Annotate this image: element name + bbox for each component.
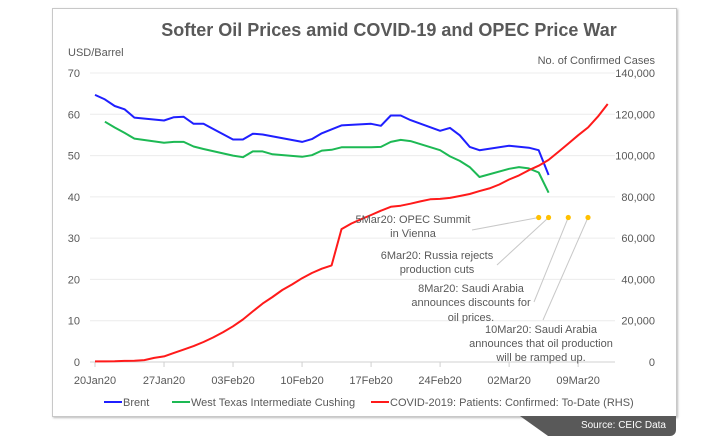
y-tick-label: 50 bbox=[68, 151, 80, 163]
y2-tick-label: 20,000 bbox=[621, 316, 655, 328]
legend-label: West Texas Intermediate Cushing bbox=[191, 397, 355, 409]
x-tick-label: 27Jan20 bbox=[143, 375, 185, 387]
x-tick-label: 20Jan20 bbox=[74, 375, 116, 387]
x-tick-label: 09Mar20 bbox=[556, 375, 599, 387]
annotation-text: 5Mar20: OPEC Summit bbox=[356, 214, 471, 226]
y-tick-label: 10 bbox=[68, 316, 80, 328]
y2-tick-label: 120,000 bbox=[615, 109, 655, 121]
x-tick-label: 17Feb20 bbox=[349, 375, 392, 387]
annotation-text: 8Mar20: Saudi Arabia bbox=[418, 283, 525, 295]
annotation-text: production cuts bbox=[400, 264, 475, 276]
series-line-wti bbox=[104, 120, 550, 194]
series-line-brent bbox=[94, 93, 550, 176]
y2-axis-label: No. of Confirmed Cases bbox=[538, 55, 656, 67]
series-line-covid bbox=[95, 103, 609, 363]
annotation-dot bbox=[545, 214, 552, 221]
annotation-dot bbox=[585, 214, 591, 221]
x-tick-label: 24Feb20 bbox=[418, 375, 461, 387]
chart-title: Softer Oil Prices amid COVID-19 and OPEC… bbox=[161, 20, 616, 40]
chart-frame bbox=[52, 8, 677, 417]
annotation-leader-line bbox=[496, 217, 549, 266]
legend-label: Brent bbox=[123, 397, 149, 409]
annotation-text: will be ramped up. bbox=[495, 352, 585, 364]
annotation-text: 10Mar20: Saudi Arabia bbox=[485, 324, 598, 336]
annotation-text: oil prices. bbox=[448, 312, 494, 324]
annotation-leader-line bbox=[533, 217, 569, 303]
source-text: Source: CEIC Data bbox=[580, 420, 666, 431]
y-tick-label: 0 bbox=[74, 357, 80, 369]
y-tick-label: 40 bbox=[68, 192, 80, 204]
y2-tick-label: 80,000 bbox=[621, 192, 655, 204]
y-tick-label: 60 bbox=[68, 109, 80, 121]
y2-tick-label: 100,000 bbox=[615, 151, 655, 163]
y2-tick-label: 140,000 bbox=[615, 68, 655, 80]
annotation-text: 6Mar20: Russia rejects bbox=[381, 250, 494, 262]
annotation-dot bbox=[536, 214, 542, 221]
legend-label: COVID-2019: Patients: Confirmed: To-Date… bbox=[390, 397, 634, 409]
source-tab: Source: CEIC Data bbox=[520, 416, 676, 436]
annotation-leader-line bbox=[542, 217, 589, 321]
annotation-text: announces that oil production bbox=[469, 338, 613, 350]
y-tick-label: 20 bbox=[68, 274, 80, 286]
y-tick-label: 30 bbox=[68, 233, 80, 245]
y2-tick-label: 60,000 bbox=[621, 233, 655, 245]
annotation-leader-line bbox=[471, 217, 539, 231]
y-axis-label: USD/Barrel bbox=[68, 47, 124, 59]
y2-tick-label: 40,000 bbox=[621, 274, 655, 286]
annotation-dot bbox=[565, 214, 571, 221]
x-tick-label: 03Feb20 bbox=[211, 375, 254, 387]
annotation-text: in Vienna bbox=[390, 228, 437, 240]
x-tick-label: 02Mar20 bbox=[487, 375, 530, 387]
y-tick-label: 70 bbox=[68, 68, 80, 80]
y2-tick-label: 0 bbox=[649, 357, 655, 369]
annotation-text: announces discounts for bbox=[411, 297, 531, 309]
x-tick-label: 10Feb20 bbox=[280, 375, 323, 387]
